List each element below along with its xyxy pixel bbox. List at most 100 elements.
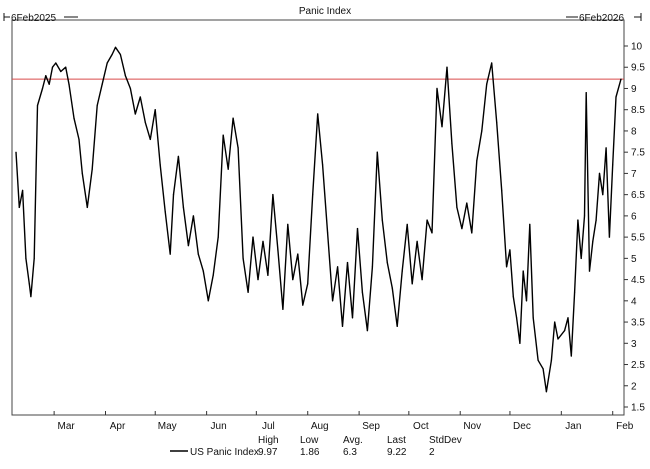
data-point	[25, 257, 27, 259]
legend-series-name: US Panic Index	[190, 447, 259, 458]
legend: US Panic Index	[170, 447, 259, 458]
data-point	[341, 325, 344, 327]
data-point	[207, 300, 209, 302]
data-point	[172, 194, 175, 196]
data-point	[262, 240, 264, 242]
data-point	[144, 121, 146, 123]
data-point	[242, 257, 244, 259]
data-point	[337, 266, 339, 268]
data-point	[491, 62, 493, 64]
y-tick-label: 4	[631, 296, 637, 307]
data-point	[522, 270, 524, 272]
y-tick-label: 3	[631, 339, 637, 350]
data-point	[451, 143, 453, 145]
data-point	[15, 151, 17, 153]
data-point	[73, 117, 75, 119]
stat-header-high: High	[258, 435, 279, 446]
data-point	[386, 262, 388, 264]
data-point	[574, 291, 576, 293]
data-point	[332, 300, 334, 302]
y-tick-label: 7.5	[631, 148, 645, 159]
data-point	[446, 66, 448, 68]
stat-header-stddev: StdDev	[429, 435, 462, 446]
data-point	[426, 219, 428, 221]
data-point	[550, 359, 553, 361]
data-point	[197, 253, 199, 255]
stat-value-avg: 6.3	[343, 447, 357, 458]
x-tick-label: Jan	[565, 421, 581, 432]
data-point	[154, 109, 156, 111]
data-point	[376, 151, 378, 153]
data-point	[317, 113, 319, 115]
data-point	[461, 228, 463, 230]
x-tick-label: Feb	[616, 421, 634, 432]
data-point	[307, 283, 309, 285]
end-date-label: 6Feb2026	[579, 13, 624, 24]
data-point	[608, 236, 611, 238]
data-point	[217, 236, 219, 238]
data-point	[182, 206, 184, 208]
data-point	[356, 228, 359, 230]
data-point	[583, 215, 586, 217]
data-point	[416, 240, 418, 242]
data-point	[18, 206, 20, 208]
y-tick-label: 9	[631, 84, 637, 95]
data-point	[605, 147, 607, 149]
data-point	[471, 232, 473, 234]
data-point	[119, 53, 121, 56]
data-point	[36, 104, 39, 107]
data-point	[81, 172, 83, 174]
data-point	[129, 87, 131, 90]
y-tick-label: 6.5	[631, 190, 645, 201]
data-point	[111, 53, 113, 56]
x-tick-label: May	[158, 421, 177, 432]
data-point	[431, 232, 433, 234]
data-point	[466, 202, 468, 204]
data-point	[232, 117, 234, 119]
stat-value-last: 9.22	[387, 447, 407, 458]
x-axis: Mar Apr May Jun Jul Aug Sep Oct Nov Dec Jan Feb	[53, 411, 634, 432]
x-tick-label: Sep	[362, 421, 380, 432]
data-point	[564, 330, 566, 332]
data-point	[28, 283, 30, 285]
data-point	[595, 219, 597, 221]
data-point	[588, 270, 591, 272]
data-point	[139, 96, 141, 98]
data-point	[159, 164, 161, 166]
x-tick-label: Oct	[413, 421, 429, 432]
data-point	[149, 138, 151, 140]
data-point	[91, 168, 93, 170]
data-point	[51, 66, 54, 68]
data-point	[532, 317, 534, 319]
data-point	[169, 253, 171, 255]
data-point	[45, 75, 47, 77]
stat-value-high: 9.97	[258, 447, 278, 458]
data-point	[456, 206, 458, 208]
series-line	[15, 46, 622, 393]
y-tick-label: 2.5	[631, 360, 645, 371]
data-point	[481, 130, 483, 132]
y-tick-label: 5.5	[631, 233, 645, 244]
data-point	[322, 164, 324, 166]
data-point	[577, 219, 579, 221]
data-point	[381, 219, 383, 221]
data-point	[60, 70, 62, 73]
data-point	[277, 249, 279, 251]
data-point	[411, 283, 413, 285]
data-point	[602, 194, 604, 196]
data-point	[68, 83, 70, 85]
data-point	[545, 391, 548, 393]
data-point	[501, 189, 503, 191]
data-point	[134, 113, 136, 115]
data-point	[272, 194, 274, 196]
data-point	[592, 240, 594, 242]
data-point	[366, 330, 368, 332]
data-point	[615, 96, 617, 98]
y-tick-label: 7	[631, 169, 637, 180]
data-point	[124, 75, 126, 77]
y-tick-label: 3.5	[631, 318, 645, 329]
data-point	[506, 266, 508, 268]
y-tick-label: 8	[631, 126, 637, 137]
y-tick-label: 5	[631, 254, 637, 265]
